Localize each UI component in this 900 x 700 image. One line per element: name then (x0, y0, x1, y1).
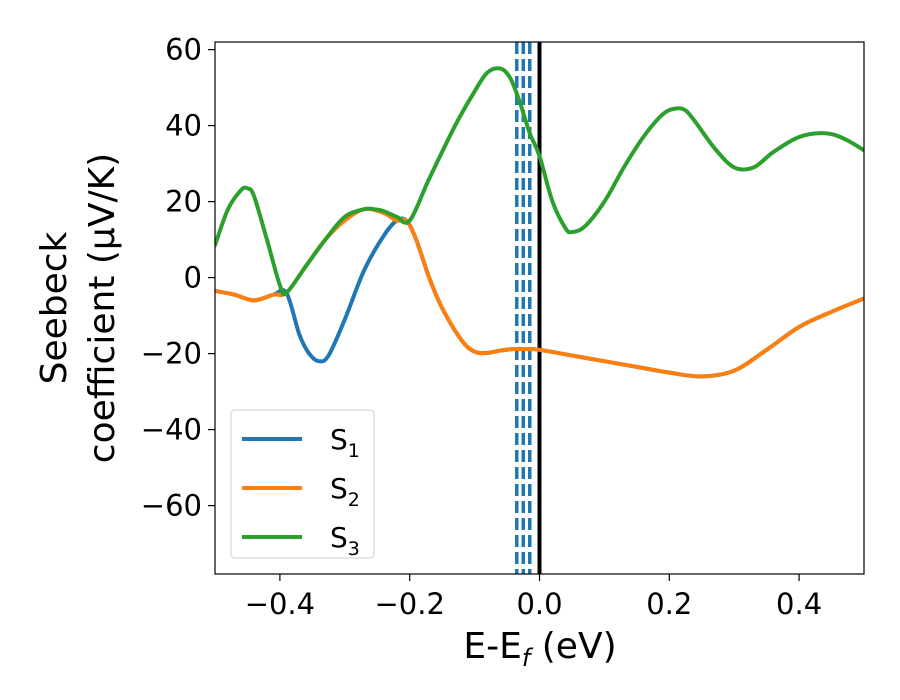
x-axis-label-unit: (eV) (530, 626, 616, 667)
y-axis-label-line2: coefficient (μV/K) (82, 153, 123, 463)
y-axis-label: Seebeck coefficient (μV/K) (34, 153, 123, 463)
x-tick-label: −0.4 (245, 587, 315, 621)
x-tick-label: 0.0 (516, 587, 562, 621)
x-tick-label: 0.4 (776, 587, 822, 621)
y-tick-label: −40 (141, 413, 202, 447)
y-tick-label: 20 (165, 185, 202, 219)
legend-label-s3: S3 (330, 521, 360, 560)
y-tick-label: −20 (141, 337, 202, 371)
y-tick-label: −60 (141, 489, 202, 523)
y-tick-label: 40 (165, 109, 202, 143)
legend-label-s2: S2 (330, 472, 360, 511)
x-axis-ticks: −0.4 −0.2 0.0 0.2 0.4 (245, 574, 822, 621)
legend-label-s1: S1 (330, 423, 360, 462)
vertical-reference-lines (515, 42, 542, 574)
y-axis-ticks: 60 40 20 0 −20 −40 −60 (141, 33, 215, 523)
legend-box (230, 409, 375, 559)
x-tick-label: 0.2 (646, 587, 692, 621)
x-tick-label: −0.2 (374, 587, 444, 621)
legend: S1 S2 S3 (230, 409, 375, 560)
x-axis-label: E-Ef (eV) (463, 626, 616, 672)
series-line-s3 (215, 66, 864, 297)
y-tick-label: 0 (184, 261, 202, 295)
y-axis-label-line1: Seebeck (34, 231, 75, 384)
x-axis-label-main: E-E (463, 626, 521, 667)
legend-items: S1 S2 S3 (242, 423, 360, 560)
series-lines (215, 66, 864, 379)
y-tick-label: 60 (165, 33, 202, 67)
